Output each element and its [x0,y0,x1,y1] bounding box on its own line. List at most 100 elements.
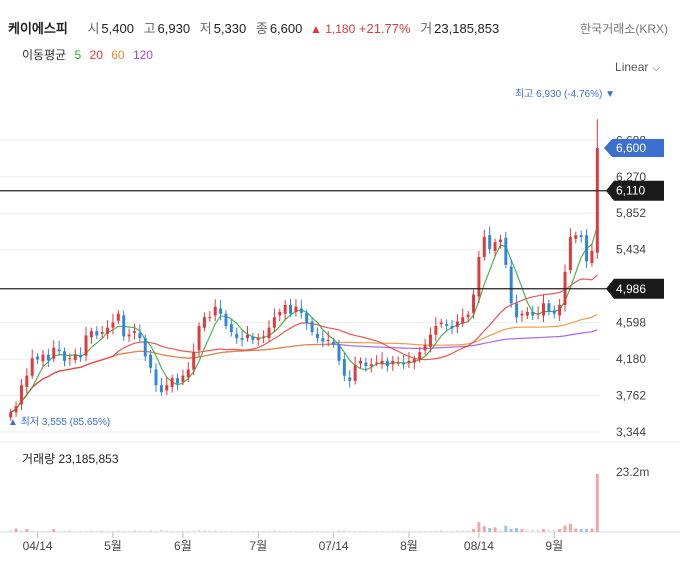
candle-body [412,359,416,363]
volume-bar [154,530,158,532]
volume-bar [498,529,502,532]
volume-bar [30,530,34,532]
scale-label: Linear [615,60,649,74]
volume-bar [536,530,540,532]
volume-bar [542,529,545,532]
volume-bar [235,530,239,532]
close-value: 6,600 [269,21,303,36]
volume-bar [315,530,319,532]
candle-body [111,322,115,328]
volume-bar [590,528,594,532]
volume-bar [321,530,325,532]
candle-body [585,235,589,262]
y-tick-label: 5,434 [616,243,646,257]
scale-selector[interactable]: Linear ⌵ [615,60,660,74]
volume-bar [68,530,72,532]
candle-body [289,304,293,314]
candle-body [165,385,169,391]
candle-body [73,354,77,360]
x-tick-label: 5월 [104,539,122,553]
candle-body [154,369,158,386]
candle-body [321,338,325,342]
candle-body [9,412,13,418]
volume-bar [380,530,384,532]
candle-body [305,312,309,324]
volume-bar [364,530,368,532]
candle-body [116,313,120,321]
volume-axis-label: 23.2m [616,465,649,479]
candle-body [181,375,185,382]
volume-bar [208,530,212,532]
volume-bar [337,530,341,532]
candle-body [450,325,454,329]
volume-bar [95,530,99,532]
volume-bar [294,530,298,532]
x-tick-label: 6월 [174,539,192,553]
candle-body [520,313,524,316]
volume-bar [143,530,147,532]
candle-body [369,364,373,367]
candle-body [46,354,50,361]
volume-bar [547,529,551,532]
volume-bar [106,530,110,532]
low-label: 저 [199,21,212,36]
y-tick-label: 6,270 [616,170,646,184]
open-value: 5,400 [101,21,134,36]
volume-bar [305,530,309,532]
open-label: 시 [87,21,100,36]
x-tick-label: 9월 [545,539,563,553]
candle-body [380,360,384,365]
candle-body [504,237,508,265]
volume-bar [36,530,40,532]
volume-bar [25,529,29,532]
volume-bar [84,530,88,532]
candle-body [342,359,346,376]
volume-bar [89,530,93,532]
candle-body [229,324,233,333]
candle-body [25,375,29,387]
volume-bar [568,523,572,532]
volume-bar [229,530,233,532]
candle-body [79,354,83,358]
volume-bar [186,530,190,532]
candle-body [213,306,217,316]
stock-name: 케이에스피 [8,21,68,36]
volume-bar [246,530,249,532]
volume-bar [482,526,486,532]
volume-bar [251,530,255,532]
candle-body [294,306,298,312]
ma-60: 60 [111,48,125,62]
x-tick-label: 04/14 [23,539,53,553]
candle-body [552,310,556,314]
reference-badge [606,278,664,299]
volume-bar [267,530,271,532]
ma-5: 5 [74,48,82,62]
volume-bar [418,530,422,532]
change-value: ▲ 1,180 [310,22,356,36]
candle-body [149,354,153,368]
candle-body [299,308,303,313]
volume-bar [332,530,336,532]
exchange-label: 한국거래소(KRX) [580,22,668,36]
volume-bar [509,529,513,532]
volume-bar [375,530,379,532]
volume-bar [450,530,454,532]
candle-body [132,331,136,333]
candle-body [127,334,131,337]
min-annotation: ▲ 최저 3,555 (85.65%) [8,416,110,428]
volume-bar [52,529,56,532]
volume-bar [445,530,449,532]
volume-label: 거 [420,21,433,36]
candle-body [455,321,459,327]
ma20-line [10,274,598,413]
candle-body [310,321,314,333]
candle-body [348,377,352,381]
candle-body [122,315,126,337]
candle-body [434,325,438,335]
candle-body [423,345,427,351]
ma-label: 이동평균 [22,48,67,62]
volume-bar [396,530,400,532]
candle-body [542,303,545,316]
volume-value: 23,185,853 [434,21,500,36]
